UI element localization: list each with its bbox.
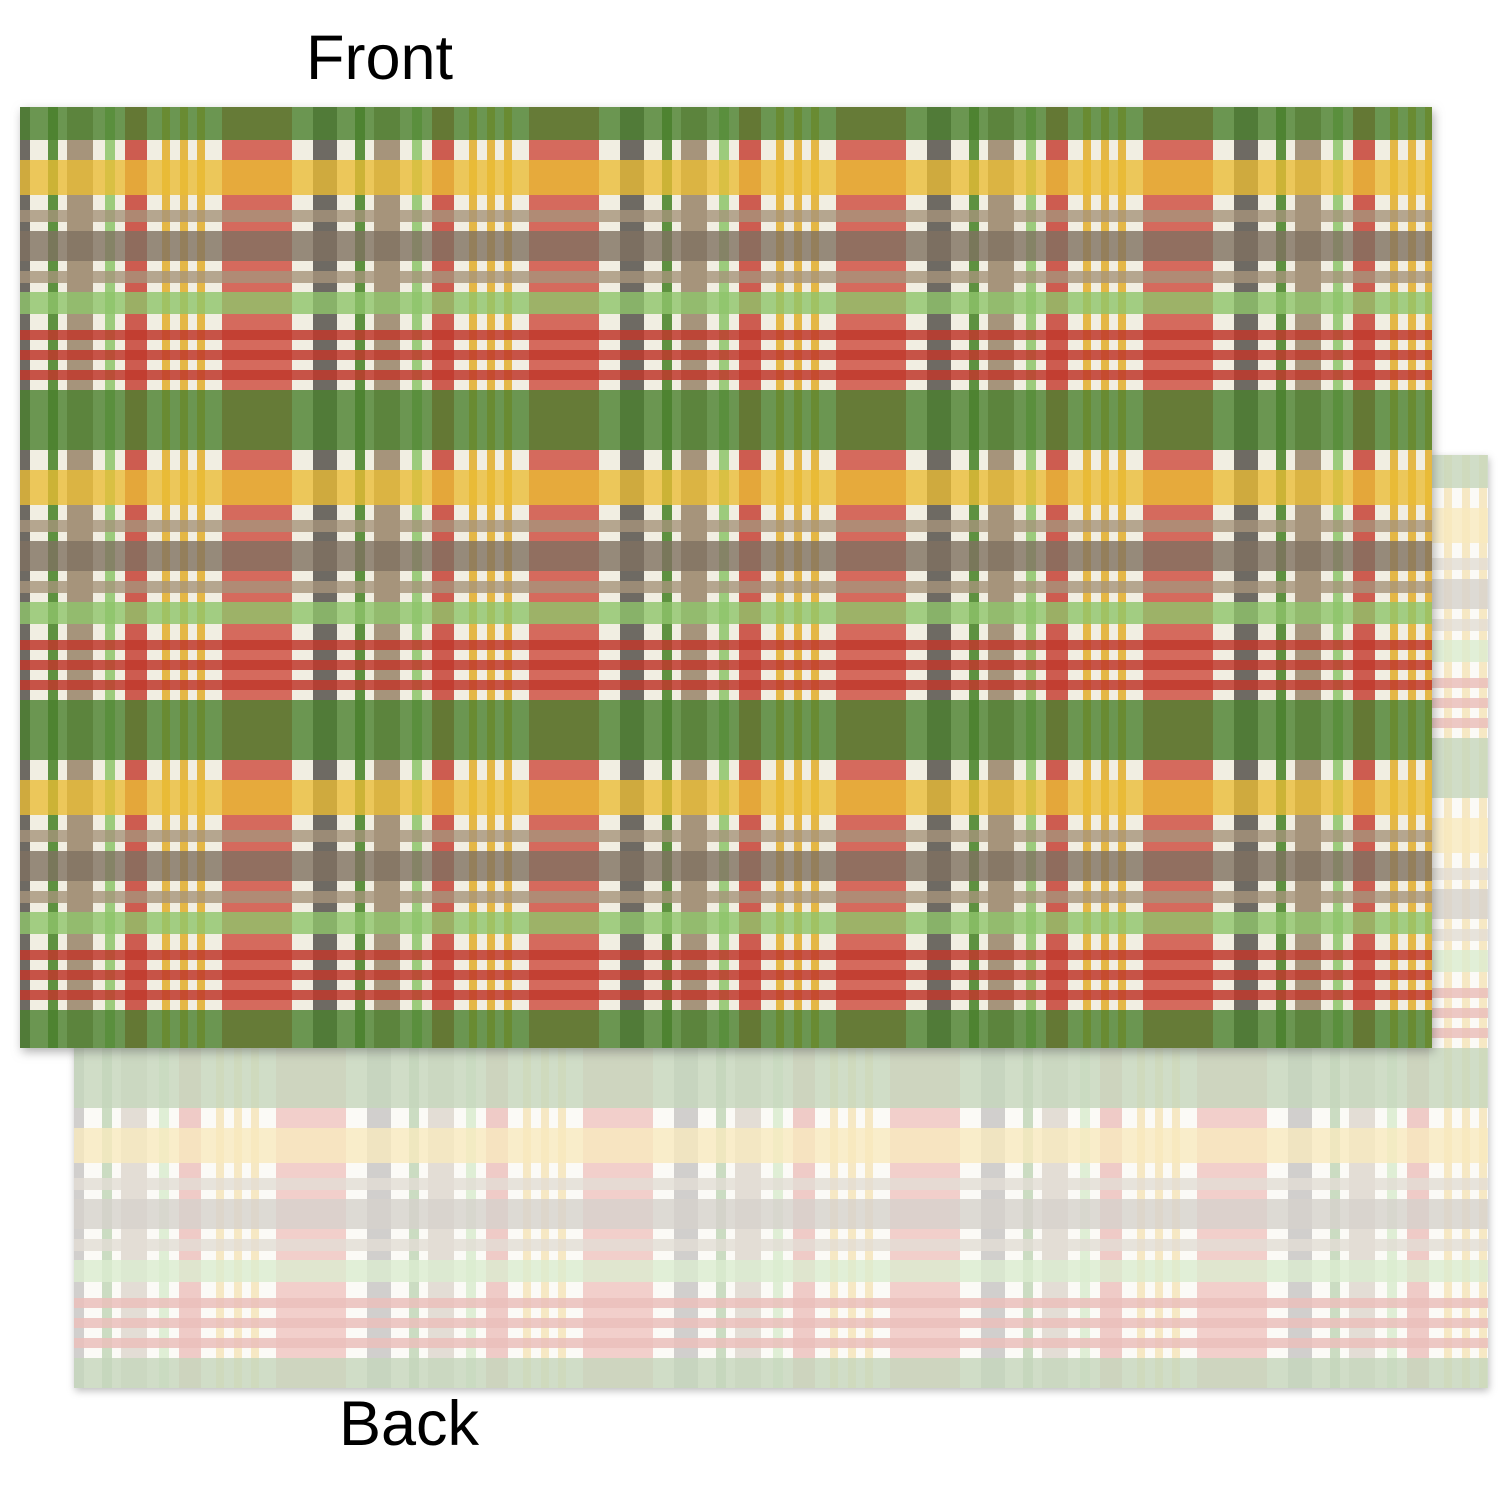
back-side-label: Back bbox=[339, 1389, 480, 1459]
front-plaid-sheet-image bbox=[20, 107, 1432, 1048]
front-side-label: Front bbox=[306, 23, 454, 93]
